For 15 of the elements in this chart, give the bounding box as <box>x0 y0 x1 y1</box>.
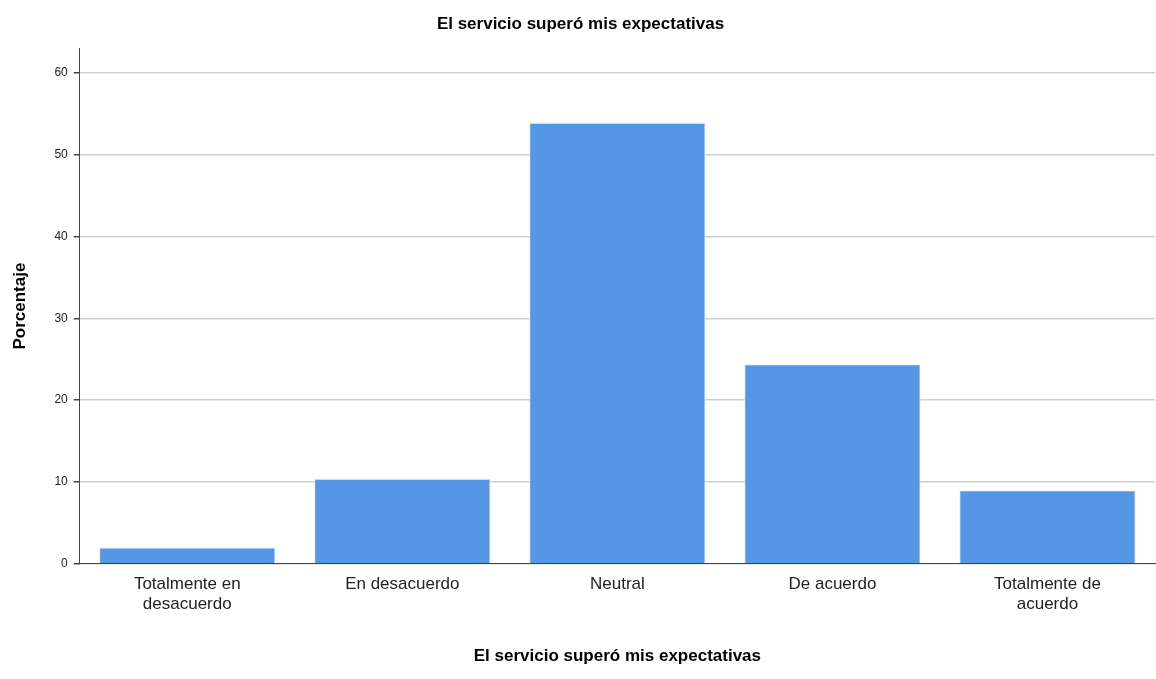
y-tick-label: 30 <box>54 310 69 325</box>
x-tick-label: Totalmente de acuerdo <box>994 573 1101 614</box>
x-tick-label: Totalmente en desacuerdo <box>133 573 241 614</box>
x-tick-label: De acuerdo <box>788 573 877 593</box>
y-tick-label: 40 <box>54 228 69 243</box>
y-tick-label: 0 <box>61 556 69 571</box>
y-axis-title: Porcentaje <box>9 262 29 350</box>
y-tick-label: 20 <box>54 392 69 407</box>
y-tick-label: 60 <box>54 65 69 80</box>
x-tick-label: En desacuerdo <box>345 573 460 593</box>
y-tick-label: 10 <box>54 474 69 489</box>
x-axis-title: El servicio superó mis expectativas <box>473 646 762 666</box>
y-tick-label: 50 <box>54 147 69 162</box>
chart-title: El servicio superó mis expectativas <box>436 13 725 33</box>
x-tick-label: Neutral <box>589 573 645 593</box>
